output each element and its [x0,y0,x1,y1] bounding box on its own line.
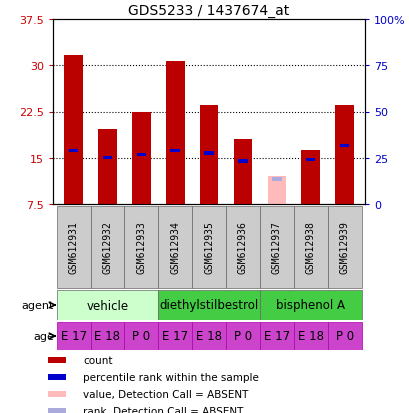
Text: P 0: P 0 [234,330,252,343]
Bar [56,290,158,320]
Bar [98,130,117,204]
Bar [335,105,353,204]
Bar [56,206,90,288]
Text: count: count [83,355,113,365]
Text: P 0: P 0 [335,330,353,343]
Bar [199,105,218,204]
Bar [327,322,361,350]
Text: GSM612937: GSM612937 [271,221,281,274]
Bar [339,145,348,148]
Text: E 18: E 18 [94,330,120,343]
Bar [48,357,66,363]
Bar [158,206,192,288]
Bar [301,151,319,204]
Text: diethylstilbestrol: diethylstilbestrol [159,299,258,312]
Bar [158,290,259,320]
Bar [259,290,361,320]
Text: percentile rank within the sample: percentile rank within the sample [83,372,259,382]
Bar [124,206,158,288]
Text: GSM612938: GSM612938 [305,221,315,274]
Text: GSM612939: GSM612939 [339,221,349,274]
Bar [136,154,146,157]
Bar [158,322,192,350]
Text: E 17: E 17 [61,330,86,343]
Bar [272,178,281,181]
Text: age: age [33,331,54,341]
Bar [192,322,225,350]
Bar [90,322,124,350]
Bar [293,206,327,288]
Text: GSM612931: GSM612931 [68,221,79,274]
Bar [48,374,66,380]
Text: vehicle: vehicle [86,299,128,312]
Bar [48,408,66,413]
Text: bisphenol A: bisphenol A [276,299,344,312]
Title: GDS5233 / 1437674_at: GDS5233 / 1437674_at [128,4,289,17]
Bar [64,56,83,204]
Text: P 0: P 0 [132,330,150,343]
Bar [293,322,327,350]
Bar [124,322,158,350]
Bar [48,391,66,396]
Bar [204,152,213,155]
Bar [233,140,252,204]
Bar [192,206,225,288]
Bar [166,62,184,204]
Text: E 17: E 17 [162,330,188,343]
Bar [225,206,259,288]
Text: E 17: E 17 [263,330,289,343]
Bar [238,160,247,163]
Bar [90,206,124,288]
Bar [259,322,293,350]
Text: GSM612933: GSM612933 [136,221,146,274]
Text: E 18: E 18 [196,330,222,343]
Bar [305,159,315,162]
Text: E 18: E 18 [297,330,323,343]
Bar [132,112,151,204]
Bar [225,322,259,350]
Text: GSM612932: GSM612932 [102,221,112,274]
Text: value, Detection Call = ABSENT: value, Detection Call = ABSENT [83,389,248,399]
Bar [170,149,180,153]
Text: agent: agent [22,300,54,310]
Bar [56,322,90,350]
Text: rank, Detection Call = ABSENT: rank, Detection Call = ABSENT [83,406,243,413]
Bar [69,149,78,153]
Bar [103,157,112,160]
Text: GSM612934: GSM612934 [170,221,180,274]
Bar [259,206,293,288]
Text: GSM612935: GSM612935 [204,221,213,274]
Bar [327,206,361,288]
Bar [267,177,285,204]
Text: GSM612936: GSM612936 [237,221,247,274]
